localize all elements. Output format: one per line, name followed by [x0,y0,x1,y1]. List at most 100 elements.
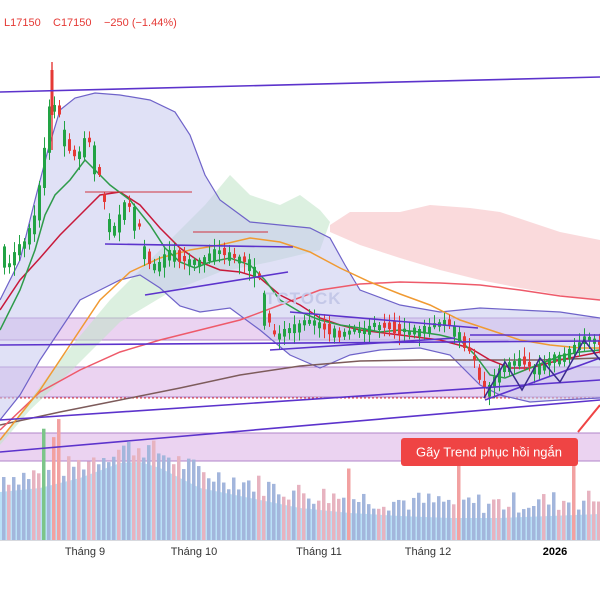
volume-bar [102,458,106,540]
volume-bar [377,508,381,540]
candle-body [153,263,156,271]
ohlc-change: −250 (−1.44%) [104,17,177,29]
volume-bar [337,498,341,540]
candle-body [18,244,21,256]
candle-body [508,362,511,373]
candle-body [288,328,291,334]
candle-body [228,252,231,261]
candle-body [518,358,521,367]
candle-body [418,328,421,337]
volume-bar [347,468,351,540]
candle-body [88,137,91,143]
volume-bar [587,490,591,540]
annotation-callout[interactable]: Gãy Trend phục hồi ngắn [401,404,600,466]
volume-bar [127,441,131,540]
callout-text: Gãy Trend phục hồi ngắn [416,445,562,460]
volume-bar [177,456,181,540]
volume-bar [312,503,316,540]
trend-line [144,271,289,296]
candle-body [588,336,591,342]
volume-bar [432,502,436,540]
candle-body [493,376,496,388]
volume-bar [597,501,600,540]
volume-bar [417,492,421,540]
candle-body [263,292,266,326]
candle-body [223,247,226,256]
volume-bar [152,440,156,540]
candle-body [213,249,216,261]
candle-body [523,356,526,365]
candle-body [178,250,181,262]
volume-bar [67,456,71,540]
volume-bar [482,512,486,540]
volume-bar [357,501,361,540]
candle-body [93,145,96,175]
candle-body [323,323,326,330]
candle-body [38,185,41,221]
volume-bar [122,445,126,540]
candle-body [258,273,261,277]
candle-body [343,331,346,337]
volume-bar [37,473,41,540]
volume-bar [507,506,511,540]
volume-bar [192,459,196,540]
trend-lines[interactable] [0,76,600,453]
volume-bar [352,499,356,540]
candle-body [433,323,436,328]
ohlc-low: L17150 [4,17,41,29]
volume-bar [367,504,371,540]
volume-bar [82,469,86,540]
volume-bar [167,457,171,540]
volume-bar [237,489,241,540]
volume-bar [462,499,466,540]
volume-bar [547,504,551,540]
candle-body [193,259,196,265]
volume-bar [117,449,121,540]
candle-body [563,353,566,362]
volume-bar [467,497,471,540]
volume-bar [222,482,226,540]
candle-body [33,215,36,235]
volume-bar [322,488,326,540]
volume-bar [497,499,501,540]
volume-bar [212,481,216,540]
volume-bar [147,445,151,540]
volume-bar [572,463,576,540]
volume-bar [557,509,561,540]
candle-body [558,354,561,365]
trend-line [269,337,456,351]
candle-body [148,251,151,264]
candle-body [388,322,391,330]
candle-body [158,261,161,272]
volume-bar [582,500,586,540]
volume-bar [262,495,266,540]
volume-bar [422,502,426,540]
ma-50 [0,237,600,441]
candle-body [173,250,176,262]
x-tick-label: Tháng 12 [405,546,451,558]
candle-body [243,256,246,262]
volume-bar [92,457,96,540]
candle-body [573,344,576,353]
volume-bar [592,501,596,540]
candle-body [428,326,431,334]
volume-bar [182,469,186,540]
candle-body [108,219,111,233]
candle-body [398,324,401,335]
ohlc-close: C17150 [53,17,92,29]
candle-body [48,106,51,153]
volume-bar [297,484,301,540]
volume-bar [132,455,136,540]
candle-body [98,167,101,175]
volume-bar [427,493,431,540]
volume-bar [232,477,236,540]
candle-body [483,380,486,389]
volume-bar [397,499,401,540]
volume-bar [342,497,346,540]
candle-body [238,256,241,264]
volume-bar [537,499,541,540]
candle-body [393,321,396,334]
trend-line [0,399,600,453]
